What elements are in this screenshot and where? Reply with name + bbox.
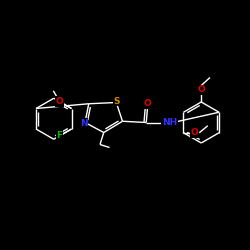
Text: F: F (56, 131, 62, 140)
Text: O: O (56, 97, 64, 106)
Text: O: O (198, 86, 205, 94)
Text: NH: NH (162, 118, 177, 127)
Text: O: O (144, 99, 152, 108)
Text: O: O (191, 128, 198, 137)
Text: S: S (114, 96, 120, 106)
Text: N: N (80, 118, 88, 128)
